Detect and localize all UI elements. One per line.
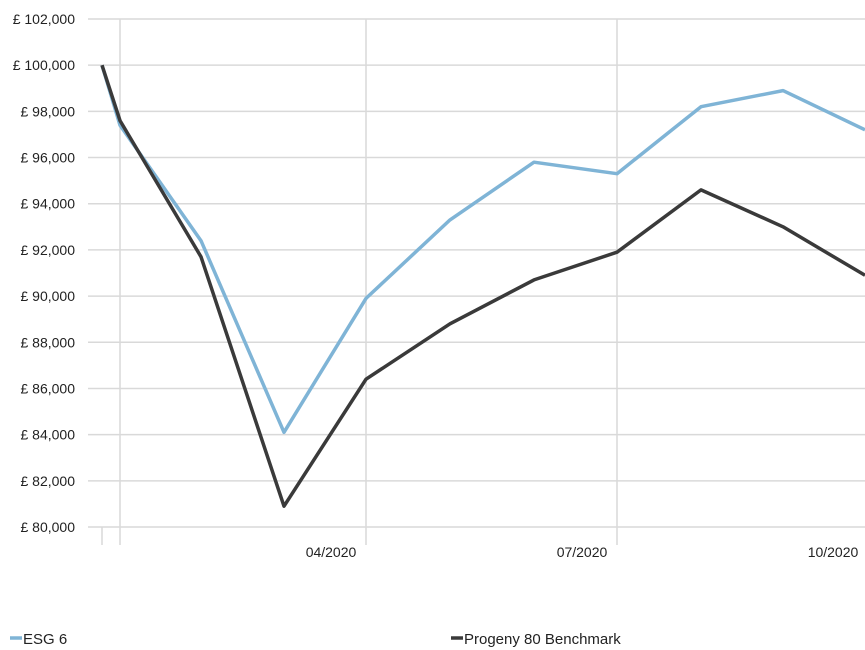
- horizontal-gridlines: [88, 18, 865, 528]
- y-tick-label: £ 80,000: [21, 519, 76, 535]
- series-lines: [100, 64, 865, 508]
- x-tick-label: 07/2020: [557, 544, 608, 560]
- y-tick-label: £ 94,000: [21, 196, 76, 212]
- y-tick-label: £ 92,000: [21, 242, 76, 258]
- vertical-gridlines: [119, 19, 618, 545]
- legend-item: ESG 6: [10, 631, 67, 648]
- y-axis-tick-labels: £ 80,000 £ 82,000 £ 84,000 £ 86,000 £ 88,000…: [13, 11, 76, 535]
- y-tick-label: £ 102,000: [13, 11, 75, 27]
- y-tick-label: £ 84,000: [21, 427, 76, 443]
- series-line-2: [100, 64, 865, 508]
- x-tick-label: 10/2020: [808, 544, 859, 560]
- legend-label: ESG 6: [23, 631, 67, 648]
- x-tick-label: 04/2020: [306, 544, 357, 560]
- y-tick-label: £ 82,000: [21, 473, 76, 489]
- y-tick-label: £ 88,000: [21, 334, 76, 350]
- legend-label: Progeny 80 Benchmark: [464, 631, 621, 648]
- legend-item: Progeny 80 Benchmark: [451, 631, 621, 648]
- y-tick-label: £ 98,000: [21, 103, 76, 119]
- y-tick-label: £ 90,000: [21, 288, 76, 304]
- y-tick-label: £ 86,000: [21, 380, 76, 396]
- y-tick-label: £ 100,000: [13, 57, 75, 73]
- series-line-1: [100, 64, 865, 435]
- y-tick-label: £ 96,000: [21, 150, 76, 166]
- legend: ESG 6 Progeny 80 Benchmark: [10, 631, 621, 648]
- x-axis-tick-labels: 04/2020 07/2020 10/2020: [306, 544, 859, 560]
